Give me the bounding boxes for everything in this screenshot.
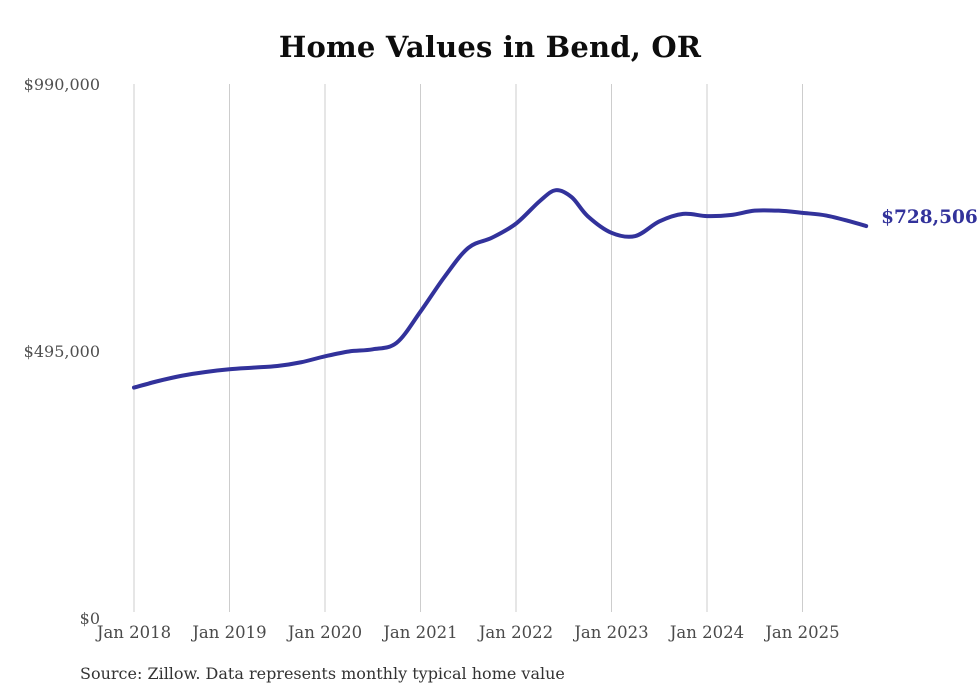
y-tick-label: $0 — [79, 609, 100, 628]
x-tick-label: Jan 2022 — [478, 623, 554, 642]
home-value-line-series — [132, 188, 869, 390]
y-tick-label: $495,000 — [23, 342, 100, 361]
source-note: Source: Zillow. Data represents monthly … — [80, 664, 565, 683]
x-tick-label: Jan 2023 — [574, 623, 649, 642]
latest-value-label: $728,506 — [881, 207, 978, 229]
x-tick-label: Jan 2018 — [96, 623, 172, 642]
chart-title: Home Values in Bend, OR — [278, 30, 702, 64]
x-tick-label: Jan 2019 — [192, 623, 267, 642]
x-tick-label: Jan 2025 — [765, 623, 840, 642]
x-tick-label: Jan 2024 — [669, 623, 745, 642]
x-tick-label: Jan 2020 — [287, 623, 363, 642]
y-tick-label: $990,000 — [23, 75, 100, 94]
x-tick-label: Jan 2021 — [383, 623, 458, 642]
